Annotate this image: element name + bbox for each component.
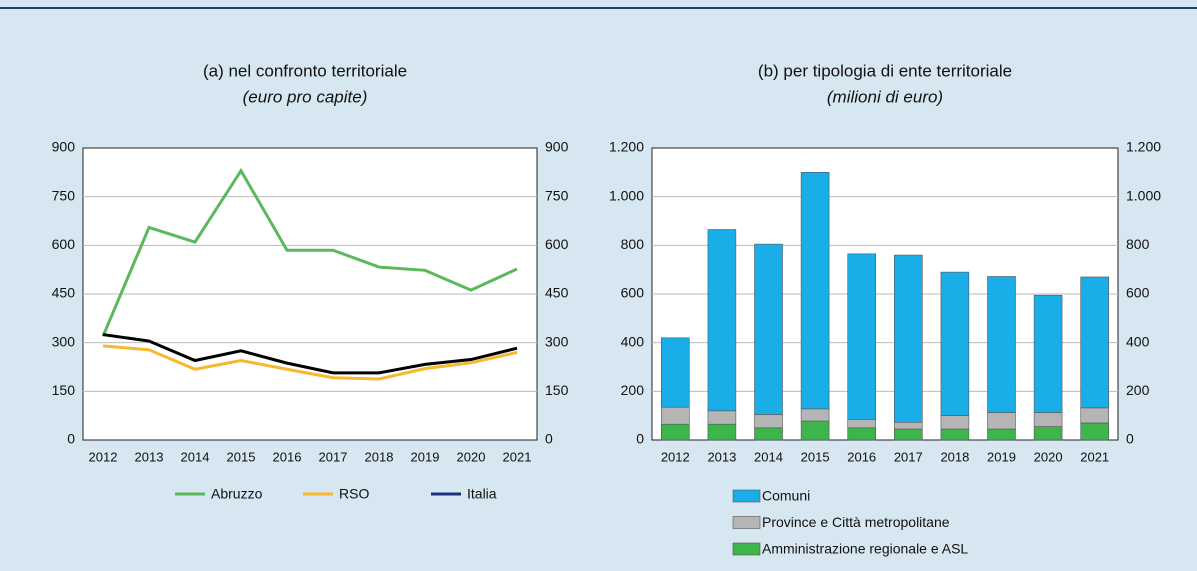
legend-swatch: [732, 542, 761, 556]
x-tick-label: 2016: [273, 449, 302, 464]
y-tick-label: 600: [52, 236, 76, 252]
y2-tick-label: 150: [545, 382, 569, 398]
x-tick-label: 2019: [987, 449, 1016, 464]
legend-label: RSO: [339, 486, 369, 502]
bar-segment: [707, 410, 737, 425]
legend-swatch: [732, 489, 761, 503]
line-series: [101, 167, 518, 337]
y-tick-label: 1.200: [609, 139, 644, 155]
bar-segment: [1080, 276, 1109, 409]
x-tick-label: 2012: [89, 449, 118, 464]
bar-segment: [894, 421, 923, 430]
y2-tick-label: 0: [1126, 431, 1134, 447]
x-tick-label: 2016: [847, 449, 876, 464]
x-tick-label: 2020: [1034, 449, 1063, 464]
bar-segment: [940, 428, 970, 441]
x-tick-label: 2017: [894, 449, 923, 464]
legend-label: Amministrazione regionale e ASL: [762, 541, 968, 557]
bar-segment: [894, 254, 923, 423]
bar-segment: [661, 423, 690, 441]
chart-subtitle: (milioni di euro): [827, 87, 943, 106]
bar-segment: [1033, 412, 1063, 427]
y2-tick-label: 1.200: [1126, 139, 1161, 155]
y2-tick-label: 600: [1126, 285, 1150, 301]
x-tick-label: 2018: [940, 449, 969, 464]
bar-segment: [1033, 294, 1063, 413]
bar-segment: [987, 412, 1016, 430]
y2-tick-label: 300: [545, 333, 569, 349]
y2-tick-label: 750: [545, 187, 569, 203]
y-tick-label: 750: [52, 187, 76, 203]
legend-label: Italia: [467, 486, 497, 502]
y2-tick-label: 400: [1126, 333, 1150, 349]
x-tick-label: 2021: [1080, 449, 1109, 464]
x-tick-label: 2015: [801, 449, 830, 464]
bar-segment: [940, 271, 970, 416]
x-tick-label: 2012: [661, 449, 690, 464]
x-tick-label: 2021: [503, 449, 532, 464]
bar-segment: [661, 337, 690, 408]
y2-tick-label: 1.000: [1126, 187, 1161, 203]
bar-segment: [987, 276, 1016, 413]
y2-tick-label: 600: [545, 236, 569, 252]
x-tick-label: 2020: [457, 449, 486, 464]
x-tick-label: 2015: [227, 449, 256, 464]
bar-segment: [754, 243, 783, 415]
x-tick-label: 2017: [319, 449, 348, 464]
bar-segment: [940, 415, 970, 430]
y-tick-label: 0: [636, 431, 644, 447]
line-series: [102, 333, 518, 375]
x-tick-label: 2013: [135, 449, 164, 464]
y-tick-label: 150: [52, 382, 76, 398]
bar-segment: [707, 229, 737, 412]
bar-segment: [1080, 422, 1109, 441]
bar-segment: [754, 414, 783, 429]
y-tick-label: 600: [621, 285, 645, 301]
bar-segment: [800, 408, 830, 422]
y-tick-label: 300: [52, 333, 76, 349]
x-tick-label: 2019: [411, 449, 440, 464]
y-tick-label: 450: [52, 285, 76, 301]
y-tick-label: 200: [621, 382, 645, 398]
bar-segment: [661, 406, 690, 425]
bar-segment: [987, 428, 1016, 441]
x-tick-label: 2014: [754, 449, 783, 464]
bar-segment: [1033, 426, 1063, 441]
bar-segment: [847, 427, 876, 441]
legend-label: Comuni: [762, 488, 810, 504]
y-tick-label: 800: [621, 236, 645, 252]
legend-swatch: [732, 516, 761, 529]
bar-segment: [800, 420, 830, 441]
bar-segment: [707, 423, 737, 441]
bar-segment: [754, 427, 783, 441]
bar-segment: [894, 428, 923, 441]
x-tick-label: 2018: [365, 449, 394, 464]
legend-label: Province e Città metropolitane: [762, 514, 950, 530]
bar-segment: [1080, 407, 1109, 424]
y2-tick-label: 0: [545, 431, 553, 447]
y2-tick-label: 450: [545, 285, 569, 301]
bar-segment: [847, 419, 876, 429]
chart-subtitle: (euro pro capite): [243, 87, 368, 106]
y2-tick-label: 800: [1126, 236, 1150, 252]
y2-tick-label: 200: [1126, 382, 1150, 398]
x-tick-label: 2014: [181, 449, 210, 464]
y-tick-label: 900: [52, 139, 76, 155]
chart-title: (b) per tipologia di ente territoriale: [758, 61, 1012, 80]
x-tick-label: 2013: [707, 449, 736, 464]
y-tick-label: 400: [621, 333, 645, 349]
bar-segment: [847, 253, 876, 420]
bar-segment: [800, 172, 830, 410]
y2-tick-label: 900: [545, 139, 569, 155]
legend-label: Abruzzo: [211, 486, 263, 502]
chart-title: (a) nel confronto territoriale: [203, 61, 407, 80]
line-series: [102, 344, 518, 381]
y-tick-label: 0: [67, 431, 75, 447]
y-tick-label: 1.000: [609, 187, 644, 203]
